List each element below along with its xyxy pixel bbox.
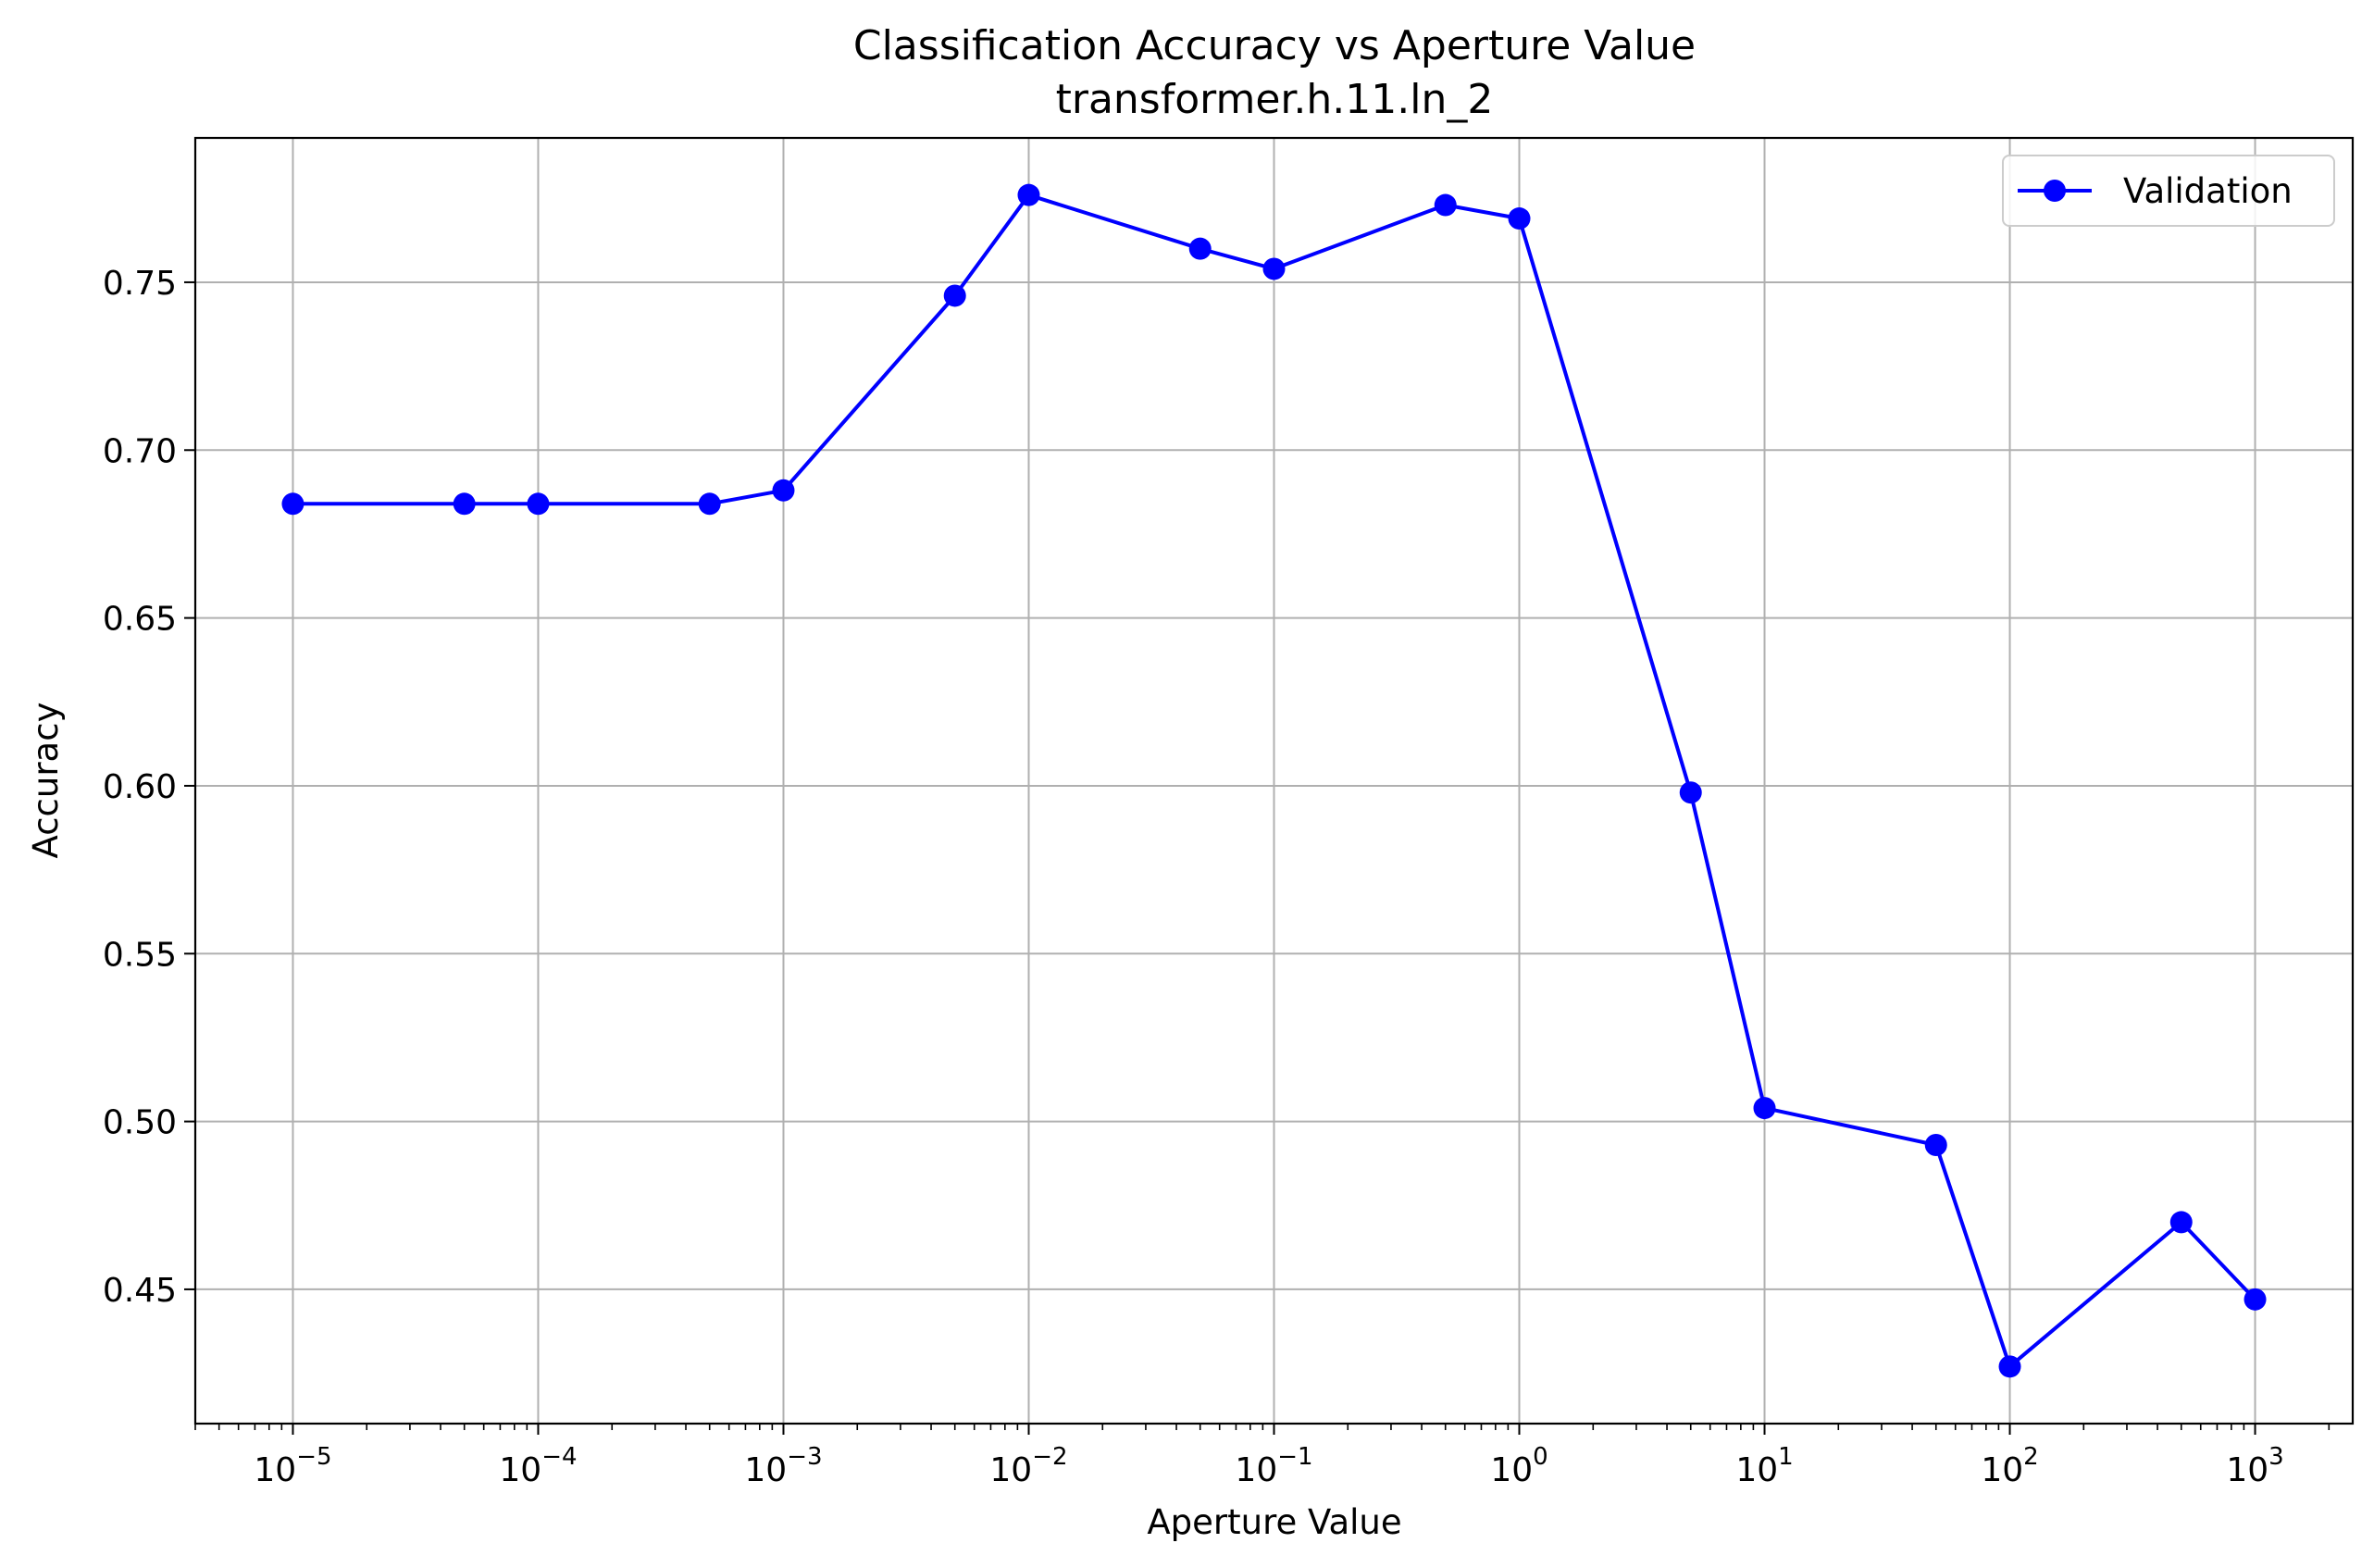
legend-label-validation: Validation xyxy=(2123,171,2293,211)
data-point xyxy=(1998,1355,2021,1378)
y-tick-label: 0.55 xyxy=(103,936,177,974)
legend-marker xyxy=(2044,180,2066,202)
x-tick-exponent: −5 xyxy=(296,1443,331,1471)
y-axis-label: Accuracy xyxy=(26,703,66,859)
chart-title: Classification Accuracy vs Aperture Valu… xyxy=(853,22,1696,69)
x-tick-exponent: 0 xyxy=(1533,1443,1548,1471)
x-tick-base: 10 xyxy=(254,1451,296,1489)
x-axis-label: Aperture Value xyxy=(1147,1502,1401,1542)
data-point xyxy=(1508,207,1531,230)
data-point xyxy=(1188,237,1212,260)
data-point xyxy=(1262,257,1286,280)
data-point xyxy=(698,492,721,516)
x-axis: 10−5 10−4 10−3 10−2 10−1 100 101 102 103 xyxy=(194,1424,2330,1489)
x-tick-exponent: −1 xyxy=(1277,1443,1312,1471)
x-tick-base: 10 xyxy=(1490,1451,1533,1489)
data-point xyxy=(1753,1097,1776,1120)
x-tick-label: 10−3 xyxy=(744,1443,822,1489)
data-point xyxy=(943,284,966,307)
x-tick-label: 10−1 xyxy=(1235,1443,1312,1489)
x-tick-base: 10 xyxy=(1981,1451,2023,1489)
x-tick-base: 10 xyxy=(2226,1451,2268,1489)
x-tick-base: 10 xyxy=(1735,1451,1778,1489)
x-tick-exponent: 1 xyxy=(1778,1443,1794,1471)
x-tick-exponent: −3 xyxy=(787,1443,822,1471)
x-tick-label: 101 xyxy=(1735,1443,1793,1489)
x-tick-exponent: 2 xyxy=(2023,1443,2039,1471)
y-tick-label: 0.60 xyxy=(103,768,177,806)
legend: Validation xyxy=(2002,155,2335,227)
data-point xyxy=(1434,193,1457,217)
data-point xyxy=(2169,1211,2193,1234)
x-tick-label: 103 xyxy=(2226,1443,2283,1489)
x-tick-base: 10 xyxy=(1235,1451,1277,1489)
y-tick-label: 0.70 xyxy=(103,432,177,470)
x-tick-label: 100 xyxy=(1490,1443,1547,1489)
y-tick-label: 0.50 xyxy=(103,1104,177,1142)
x-tick-exponent: −4 xyxy=(541,1443,577,1471)
data-point xyxy=(772,479,795,502)
x-tick-label: 10−5 xyxy=(254,1443,331,1489)
x-tick-label: 102 xyxy=(1981,1443,2038,1489)
chart-subtitle: transformer.h.11.ln_2 xyxy=(1056,76,1494,123)
data-point xyxy=(1679,781,1702,804)
x-tick-exponent: −2 xyxy=(1032,1443,1067,1471)
legend-box xyxy=(2002,155,2335,227)
y-tick-label: 0.65 xyxy=(103,601,177,639)
data-point xyxy=(1017,183,1040,206)
series-layer xyxy=(281,183,2267,1378)
grid xyxy=(195,138,2353,1424)
data-point xyxy=(453,492,476,516)
data-point xyxy=(1924,1133,1947,1156)
y-tick-label: 0.45 xyxy=(103,1272,177,1310)
y-tick-label: 0.75 xyxy=(103,265,177,303)
x-tick-base: 10 xyxy=(744,1451,787,1489)
x-tick-base: 10 xyxy=(499,1451,541,1489)
x-tick-base: 10 xyxy=(989,1451,1032,1489)
x-tick-exponent: 3 xyxy=(2268,1443,2284,1471)
y-axis: 0.45 0.50 0.55 0.60 0.65 0.70 0.75 xyxy=(103,265,195,1310)
data-point xyxy=(527,492,550,516)
x-tick-label: 10−2 xyxy=(989,1443,1067,1489)
x-tick-label: 10−4 xyxy=(499,1443,577,1489)
data-point xyxy=(2243,1288,2267,1311)
data-point xyxy=(281,492,305,516)
